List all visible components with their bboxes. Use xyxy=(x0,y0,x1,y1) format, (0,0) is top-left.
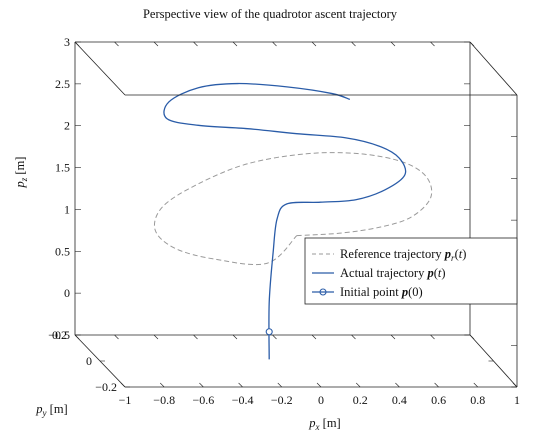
x-tick xyxy=(74,41,80,47)
legend-label-actual: Actual trajectory p(t) xyxy=(340,266,446,280)
z-tick-label: 3 xyxy=(64,35,70,49)
actual-trajectory-path xyxy=(163,82,407,360)
initial-point-circle xyxy=(265,328,273,336)
x-tick-label: −0.8 xyxy=(153,393,175,407)
legend-box xyxy=(304,237,518,305)
x-axis-label: px [m] xyxy=(308,416,340,432)
x-tick-label: 0.6 xyxy=(431,393,446,407)
actual-trajectory-line xyxy=(163,82,407,360)
x-tick xyxy=(430,334,435,340)
x-tick xyxy=(193,334,198,340)
legend-label-reference: Reference trajectory pr(t) xyxy=(340,247,466,263)
x-tick xyxy=(351,334,356,340)
x-tick xyxy=(272,41,277,47)
x-tick xyxy=(153,334,159,340)
z-tick-labels: −0.5 0 0.5 1 1.5 2 2.5 3 xyxy=(48,35,70,342)
x-tick xyxy=(430,41,435,47)
x-tick-label: 0 xyxy=(318,393,324,407)
x-tick xyxy=(434,382,439,388)
x-tick xyxy=(232,334,238,340)
x-tick xyxy=(277,382,283,388)
x-tick-label: 0.4 xyxy=(392,393,407,407)
z-tick-label: 1.5 xyxy=(55,161,70,175)
x-tick xyxy=(311,334,317,340)
y-tick-labels: −0.20 0.2 xyxy=(52,328,117,394)
z-tick-label: 2 xyxy=(64,119,70,133)
initial-point-marker xyxy=(265,328,273,336)
x-tick-label: 0.8 xyxy=(470,393,485,407)
z-tick-label: 1 xyxy=(64,202,70,216)
x-tick-label: −0.6 xyxy=(193,393,215,407)
box-edge-right-bottom-depth xyxy=(469,334,518,388)
y-tick-label: 0 xyxy=(86,354,92,368)
z-tick-label: 0.5 xyxy=(55,244,70,258)
z-axis-label: pz [m] xyxy=(13,157,29,189)
x-tick xyxy=(390,41,396,47)
x-tick xyxy=(390,334,396,340)
z-tick-label: 0 xyxy=(64,286,70,300)
y-axis-label: py [m] xyxy=(35,402,67,418)
x-tick xyxy=(193,41,198,47)
x-tick xyxy=(238,382,243,388)
y-tick-label: 0.2 xyxy=(52,328,67,342)
x-tick xyxy=(272,334,277,340)
reference-trajectory-path xyxy=(153,152,433,266)
x-tick xyxy=(114,334,119,340)
z-tick-label: 2.5 xyxy=(55,77,70,91)
chart-title: Perspective view of the quadrotor ascent… xyxy=(143,7,398,21)
x-tick xyxy=(473,382,479,388)
x-tick-labels: −1 −0.8 −0.6 −0.4 −0.2 0 0.2 0.4 0.6 0.8 1 xyxy=(119,393,520,407)
box-edge-left-top-depth xyxy=(74,41,126,96)
x-tick-label: 1 xyxy=(514,393,520,407)
box-edge-right-top-depth xyxy=(469,41,518,96)
legend: Reference trajectory pr(t) Actual trajec… xyxy=(304,237,518,305)
box-edge-left-bottom-depth xyxy=(74,334,126,388)
x-tick-label: 0.2 xyxy=(353,393,368,407)
x-tick xyxy=(114,41,119,47)
x-tick-label: −1 xyxy=(119,393,132,407)
x-tick xyxy=(232,41,238,47)
x-tick xyxy=(199,382,204,388)
x-tick xyxy=(355,382,361,388)
x-tick-label: −0.4 xyxy=(232,393,254,407)
legend-label-initial: Initial point p(0) xyxy=(340,285,423,299)
x-tick xyxy=(153,41,159,47)
reference-trajectory-line xyxy=(153,152,433,266)
y-tick-label: −0.2 xyxy=(95,380,117,394)
x-tick xyxy=(351,41,356,47)
legend-marker-initial xyxy=(319,288,327,296)
x-tick xyxy=(159,382,165,388)
x-tick xyxy=(311,41,317,47)
z-tick-label: −0.5 xyxy=(48,328,70,342)
x-tick-label: −0.2 xyxy=(271,393,293,407)
x-tick xyxy=(316,382,322,388)
x-tick xyxy=(395,382,400,388)
